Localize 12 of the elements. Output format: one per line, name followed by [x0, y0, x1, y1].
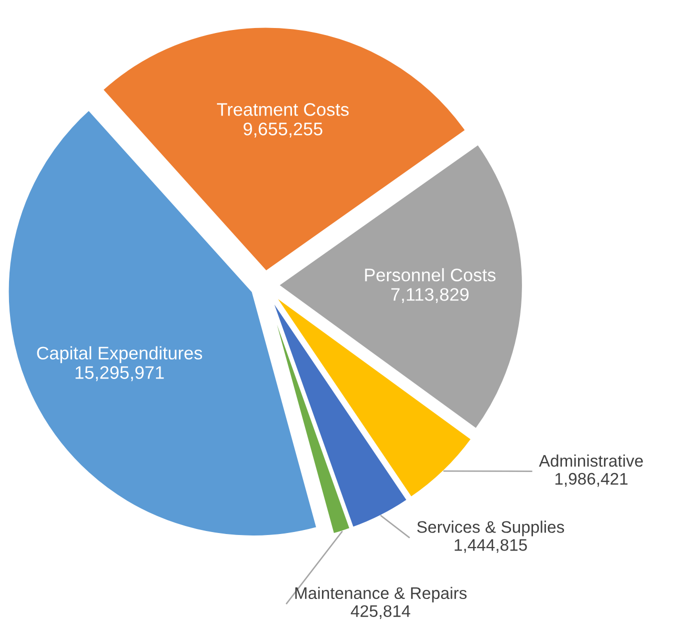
slice-label: Administrative: [538, 454, 643, 467]
slice-label: Capital Expenditures: [37, 346, 202, 364]
slice-label: Maintenance & Repairs: [295, 586, 467, 602]
data-label: 15,295,971: [76, 366, 164, 382]
slice-label: Personnel Costs: [365, 268, 496, 282]
data-label: 1,986,421: [555, 472, 628, 487]
slice-label: Services & Supplies: [417, 520, 564, 536]
data-label: 1,444,815: [454, 539, 527, 553]
data-label: 9,655,255: [244, 122, 322, 138]
slice-label: Treatment Costs: [216, 103, 349, 116]
data-label: 7,113,829: [391, 288, 469, 303]
data-label: 425,814: [350, 605, 410, 619]
